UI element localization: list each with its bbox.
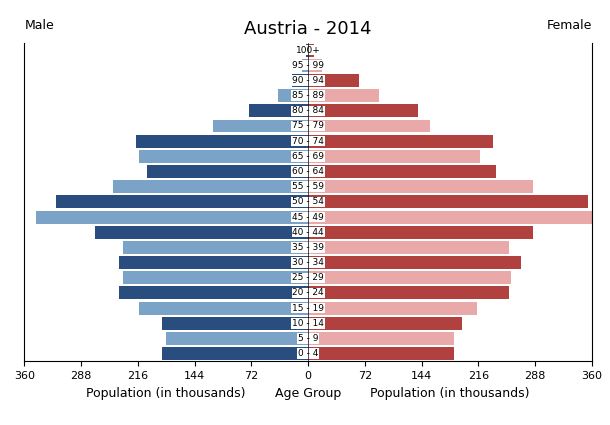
Text: 0 - 4: 0 - 4 xyxy=(298,349,318,358)
Title: Austria - 2014: Austria - 2014 xyxy=(244,20,372,38)
Bar xyxy=(56,196,308,208)
Text: 65 - 69: 65 - 69 xyxy=(292,152,324,161)
Bar xyxy=(119,286,308,299)
Bar xyxy=(292,74,308,87)
Bar xyxy=(302,59,308,72)
Text: 30 - 34: 30 - 34 xyxy=(292,258,324,267)
Bar xyxy=(278,89,308,102)
Text: Female: Female xyxy=(547,19,592,32)
Bar xyxy=(308,211,592,224)
Bar xyxy=(136,135,308,147)
Text: 40 - 44: 40 - 44 xyxy=(292,228,324,237)
Bar xyxy=(146,165,308,178)
Text: 45 - 49: 45 - 49 xyxy=(292,212,324,221)
Bar xyxy=(308,74,359,87)
Text: 95 - 99: 95 - 99 xyxy=(292,61,324,70)
Text: 10 - 14: 10 - 14 xyxy=(292,319,324,328)
Bar xyxy=(166,332,308,345)
Bar xyxy=(308,44,314,57)
Bar xyxy=(162,347,308,360)
Text: 35 - 39: 35 - 39 xyxy=(292,243,324,252)
Bar xyxy=(214,119,308,133)
Text: 15 - 19: 15 - 19 xyxy=(292,303,324,313)
Bar xyxy=(308,226,533,239)
Text: Male: Male xyxy=(24,19,54,32)
Bar xyxy=(36,211,308,224)
Bar xyxy=(308,256,521,269)
Text: 5 - 9: 5 - 9 xyxy=(298,334,318,343)
Bar xyxy=(308,302,478,314)
Bar xyxy=(308,241,509,254)
Bar xyxy=(308,271,511,284)
Text: 80 - 84: 80 - 84 xyxy=(292,106,324,115)
Bar xyxy=(162,317,308,330)
Text: 85 - 89: 85 - 89 xyxy=(292,91,324,100)
Bar xyxy=(308,89,379,102)
Text: 20 - 24: 20 - 24 xyxy=(292,289,324,298)
Bar xyxy=(138,150,308,163)
Bar xyxy=(249,105,308,117)
Text: 60 - 64: 60 - 64 xyxy=(292,167,324,176)
Bar xyxy=(306,44,308,57)
Bar xyxy=(95,226,308,239)
Bar xyxy=(308,332,454,345)
Text: 25 - 29: 25 - 29 xyxy=(292,273,324,282)
Text: 100+: 100+ xyxy=(296,45,320,54)
Bar xyxy=(138,302,308,314)
Bar xyxy=(308,150,480,163)
Text: 55 - 59: 55 - 59 xyxy=(292,182,324,191)
Bar xyxy=(308,105,418,117)
Bar xyxy=(308,286,509,299)
Bar xyxy=(308,59,322,72)
Text: Age Group: Age Group xyxy=(275,387,341,400)
Text: 90 - 94: 90 - 94 xyxy=(292,76,324,85)
Text: 70 - 74: 70 - 74 xyxy=(292,137,324,146)
Bar xyxy=(308,317,462,330)
Text: Population (in thousands): Population (in thousands) xyxy=(87,387,246,400)
Bar xyxy=(308,135,493,147)
Bar xyxy=(308,165,495,178)
Bar xyxy=(308,196,588,208)
Text: Population (in thousands): Population (in thousands) xyxy=(370,387,529,400)
Bar xyxy=(308,119,430,133)
Bar xyxy=(113,180,308,193)
Bar xyxy=(119,256,308,269)
Text: 50 - 54: 50 - 54 xyxy=(292,197,324,207)
Bar xyxy=(123,271,308,284)
Bar xyxy=(308,347,454,360)
Text: 75 - 79: 75 - 79 xyxy=(292,122,324,130)
Bar xyxy=(308,180,533,193)
Bar xyxy=(123,241,308,254)
